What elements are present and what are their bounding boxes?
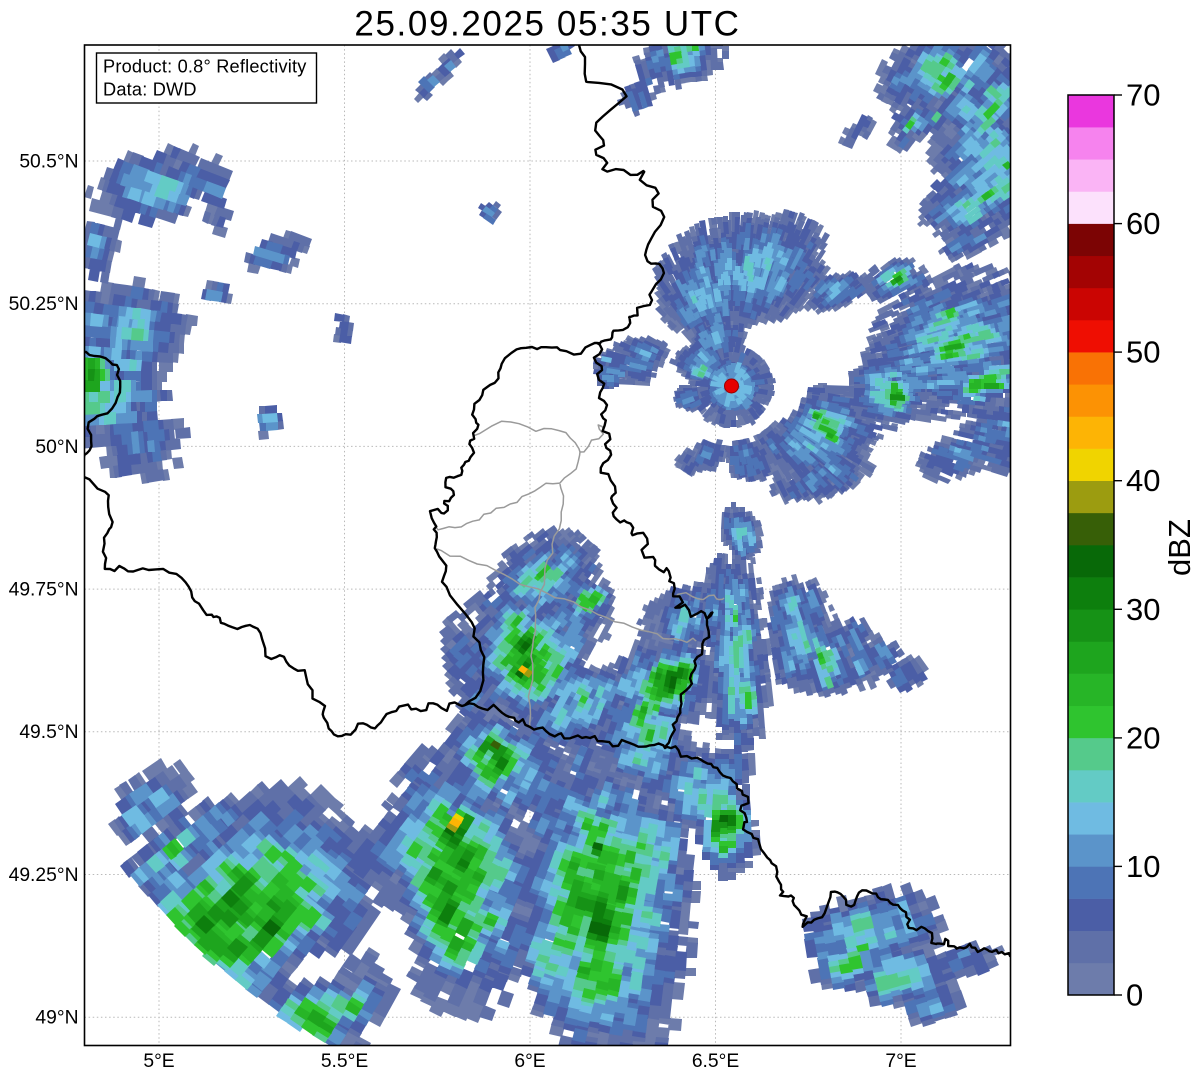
- svg-text:30: 30: [1126, 592, 1160, 627]
- svg-text:Product: 0.8° Reflectivity: Product: 0.8° Reflectivity: [103, 57, 307, 77]
- svg-text:20: 20: [1126, 720, 1160, 755]
- svg-text:dBZ: dBZ: [1162, 519, 1197, 576]
- svg-text:25.09.2025 05:35 UTC: 25.09.2025 05:35 UTC: [354, 5, 740, 44]
- svg-text:10: 10: [1126, 849, 1160, 884]
- svg-text:60: 60: [1126, 206, 1160, 241]
- svg-text:49.25°N: 49.25°N: [9, 865, 79, 886]
- svg-text:Data: DWD: Data: DWD: [103, 80, 197, 100]
- svg-text:50: 50: [1126, 335, 1160, 370]
- svg-text:7°E: 7°E: [885, 1051, 916, 1072]
- svg-text:0: 0: [1126, 978, 1143, 1013]
- svg-text:50°N: 50°N: [35, 437, 78, 458]
- svg-text:6.5°E: 6.5°E: [692, 1051, 740, 1072]
- svg-text:50.25°N: 50.25°N: [9, 294, 79, 315]
- svg-text:5°E: 5°E: [143, 1051, 174, 1072]
- svg-text:70: 70: [1126, 78, 1160, 113]
- svg-text:40: 40: [1126, 463, 1160, 498]
- svg-text:49.75°N: 49.75°N: [9, 580, 79, 601]
- svg-text:49°N: 49°N: [35, 1008, 78, 1029]
- svg-text:49.5°N: 49.5°N: [19, 722, 78, 743]
- svg-text:50.5°N: 50.5°N: [19, 151, 78, 172]
- svg-text:5.5°E: 5.5°E: [321, 1051, 369, 1072]
- svg-text:6°E: 6°E: [514, 1051, 545, 1072]
